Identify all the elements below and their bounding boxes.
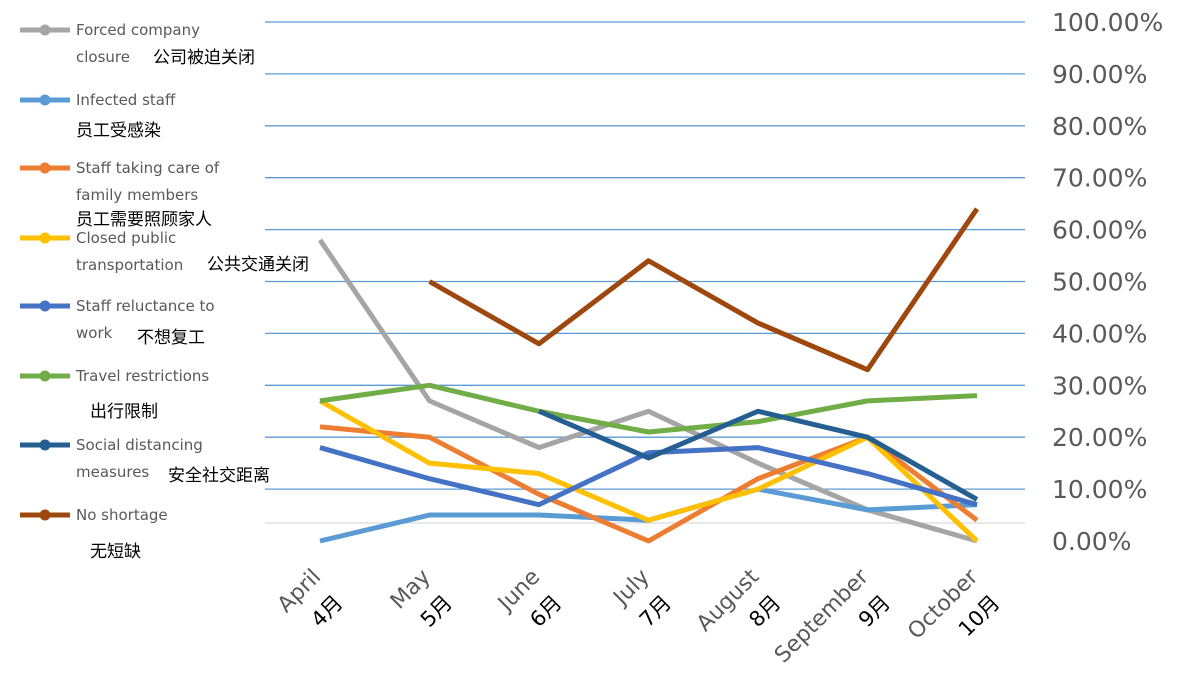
legend-label: Forced company xyxy=(76,21,200,39)
y-tick-label: 100.00% xyxy=(1052,8,1163,37)
legend-item: Closed public transportation 公共交通关闭 xyxy=(20,229,309,275)
series-line xyxy=(319,382,978,435)
y-tick-label: 0.00% xyxy=(1052,527,1131,556)
legend-label: closure xyxy=(76,48,130,66)
legend-label: No shortage xyxy=(76,506,168,524)
legend-label-cn: 员工需要照顾家人 xyxy=(76,210,212,230)
x-tick-group: August xyxy=(692,564,764,636)
x-tick-group-cn: 5月 xyxy=(416,591,457,632)
legend-item: Staff taking care of family members 员工需要照顾… xyxy=(20,159,220,230)
legend-item: Staff reluctance to work 不想复工 xyxy=(20,297,215,348)
x-tick-label-cn: 5月 xyxy=(416,591,457,632)
legend-swatch-marker xyxy=(39,300,51,312)
legend-label: family members xyxy=(76,186,198,204)
x-tick-group-cn: 9月 xyxy=(854,591,895,632)
x-tick-label: August xyxy=(692,564,764,636)
legend-label: Social distancing xyxy=(76,436,203,454)
legend-swatch-marker xyxy=(39,94,51,106)
y-tick-label: 70.00% xyxy=(1052,164,1147,193)
legend-label-cn: 公共交通关闭 xyxy=(207,255,309,275)
gridlines xyxy=(265,21,1025,524)
series-line xyxy=(428,207,980,373)
legend-swatch-marker xyxy=(39,439,51,451)
legend-label: Staff reluctance to xyxy=(76,297,215,315)
legend-label: measures xyxy=(76,463,149,481)
legend: Forced company closure 公司被迫关闭 Infected staf… xyxy=(20,21,309,562)
x-tick-group-cn: 7月 xyxy=(635,591,676,632)
legend-label: Infected staff xyxy=(76,91,176,109)
legend-label-cn: 不想复工 xyxy=(137,328,205,348)
legend-label: Closed public xyxy=(76,229,176,247)
x-tick-group-cn: 4月 xyxy=(306,591,347,632)
y-tick-label: 90.00% xyxy=(1052,60,1147,89)
legend-label-cn: 出行限制 xyxy=(90,402,158,422)
legend-item: No shortage 无短缺 xyxy=(20,506,168,562)
legend-label: Staff taking care of xyxy=(76,159,220,177)
x-tick-label-cn: 7月 xyxy=(635,591,676,632)
legend-label-cn: 无短缺 xyxy=(90,542,141,562)
y-tick-label: 30.00% xyxy=(1052,371,1147,400)
legend-item: Infected staff 员工受感染 xyxy=(20,91,176,141)
legend-label: transportation xyxy=(76,256,183,274)
y-tick-label: 40.00% xyxy=(1052,319,1147,348)
x-tick-group-cn: 8月 xyxy=(744,591,785,632)
legend-label-cn: 安全社交距离 xyxy=(168,466,270,486)
series-line xyxy=(319,445,978,508)
y-tick-label: 60.00% xyxy=(1052,216,1147,245)
y-tick-label: 10.00% xyxy=(1052,475,1147,504)
y-axis: 0.00% 10.00% 20.00% 30.00% 40.00% 50.00% 60.00… xyxy=(1052,8,1163,556)
legend-label-cn: 公司被迫关闭 xyxy=(153,48,255,68)
legend-item: Travel restrictions 出行限制 xyxy=(20,367,209,422)
legend-label: Travel restrictions xyxy=(75,367,209,385)
legend-swatch-marker xyxy=(39,162,51,174)
legend-label: work xyxy=(76,324,113,342)
y-tick-label: 50.00% xyxy=(1052,268,1147,297)
legend-swatch-marker xyxy=(39,232,51,244)
x-tick-label-cn: 6月 xyxy=(525,591,566,632)
legend-swatch-marker xyxy=(39,370,51,382)
legend-item: Forced company closure 公司被迫关闭 xyxy=(20,21,255,68)
x-tick-label-cn: 8月 xyxy=(744,591,785,632)
legend-swatch-marker xyxy=(39,24,51,36)
series-line xyxy=(538,408,979,502)
x-tick-label-cn: 9月 xyxy=(854,591,895,632)
y-tick-label: 80.00% xyxy=(1052,112,1147,141)
legend-swatch-marker xyxy=(39,509,51,521)
y-tick-label: 20.00% xyxy=(1052,423,1147,452)
legend-item: Social distancing measures 安全社交距离 xyxy=(20,436,270,486)
x-tick-label-cn: 4月 xyxy=(306,591,347,632)
series-line xyxy=(317,238,978,544)
legend-label-cn: 员工受感染 xyxy=(76,121,161,141)
x-tick-group-cn: 6月 xyxy=(525,591,566,632)
plot-area xyxy=(317,207,980,544)
